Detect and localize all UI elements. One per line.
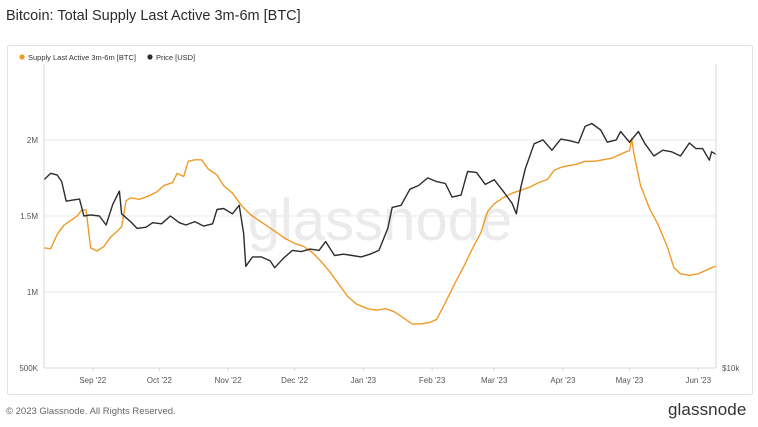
copyright-text: © 2023 Glassnode. All Rights Reserved. [6, 406, 176, 417]
x-tick-label: May '23 [616, 376, 644, 385]
legend-label-price: Price [USD] [156, 53, 195, 62]
x-tick-label: Nov '22 [215, 376, 242, 385]
axis-layer: 500K 1M 1.5M 2M $10k Sep '22 Oct '22 Nov '22 Dec… [19, 64, 740, 385]
page-title: Bitcoin: Total Supply Last Active 3m-6m … [6, 8, 301, 24]
legend-marker [147, 54, 153, 60]
legend-label-supply: Supply Last Active 3m-6m [BTC] [28, 53, 136, 62]
watermark: glassnode [248, 188, 512, 253]
x-tick-label: Dec '22 [281, 376, 308, 385]
legend[interactable]: Supply Last Active 3m-6m [BTC] Price [USD… [19, 53, 195, 62]
y-tick-label: 500K [19, 364, 38, 373]
x-tick-label: Mar '23 [481, 376, 508, 385]
x-tick-label: Jan '23 [351, 376, 377, 385]
grid-layer [44, 139, 716, 293]
y-tick-label: 1.5M [20, 212, 38, 221]
y-tick-label: 1M [27, 288, 38, 297]
x-tick-label: Feb '23 [419, 376, 446, 385]
series-line-price [43, 122, 717, 269]
y-right-tick-label: $10k [722, 364, 740, 373]
y-tick-label: 2M [27, 136, 38, 145]
x-tick-label: Oct '22 [147, 376, 173, 385]
series-layer [43, 122, 717, 325]
x-tick-label: Sep '22 [79, 376, 106, 385]
x-tick-label: Apr '23 [550, 376, 576, 385]
x-tick-label: Jun '23 [685, 376, 711, 385]
glassnode-logo[interactable]: glassnode [668, 400, 747, 419]
series-line-supply [43, 137, 717, 325]
legend-marker [19, 54, 25, 60]
chart-panel [7, 45, 753, 395]
